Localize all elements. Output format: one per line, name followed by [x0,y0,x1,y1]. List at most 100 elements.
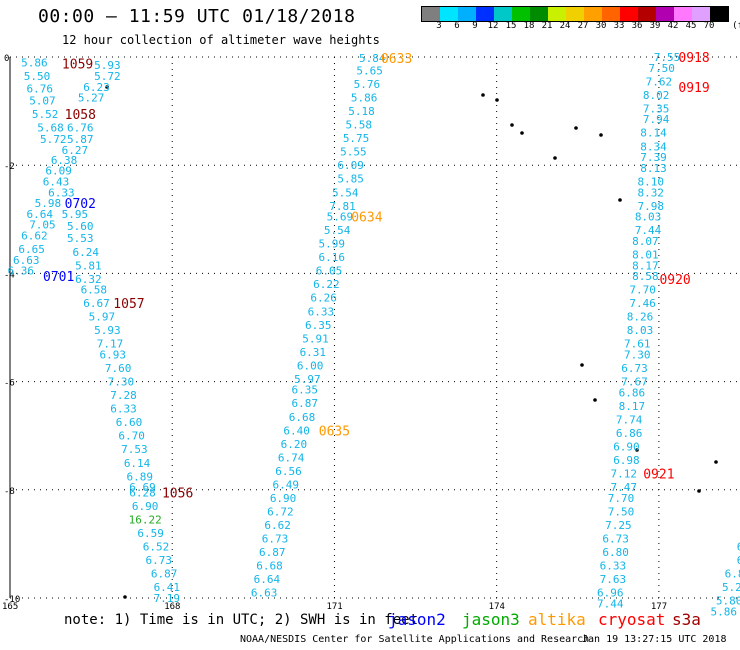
wave-height-value: 6.35 [291,384,318,397]
wave-height-value: 6.73 [621,362,648,375]
legend-swatch [512,7,530,21]
wave-height-value: 5.69 [327,211,354,224]
wave-height-value: 8.02 [643,89,670,102]
wave-height-value: 7.70 [629,284,656,297]
pass-time-label: 1057 [113,297,144,312]
wave-height-value: 5.75 [343,132,370,145]
wave-height-value: 6.76 [26,82,53,95]
island-marker [580,363,584,367]
wave-height-value: 5.72 [40,133,67,146]
wave-height-value: 8.17 [632,259,659,272]
wave-height-value: 6.36 [8,265,35,278]
wave-height-value: 7.53 [121,443,148,456]
island-marker [123,595,127,599]
legend-swatch [584,7,602,21]
wave-height-value: 7.61 [624,338,651,351]
wave-height-value: 5.50 [24,70,51,83]
wave-height-value: 6.86 [616,427,643,440]
wave-height-value: 6.98 [613,454,640,467]
legend-label: 42 [667,21,679,31]
pass-time-label: 0919 [678,81,709,96]
wave-height-value: 6.65 [18,243,45,256]
legend-swatch [692,7,710,21]
x-tick-label: 174 [489,602,505,612]
wave-height-value: 6.58 [81,284,108,297]
legend-swatch [476,7,494,21]
satellite-label-jason3: jason3 [462,610,520,629]
legend-label: 6 [454,21,460,31]
wave-height-value: 6.22 [313,278,340,291]
wave-height-value: 6.62 [264,519,291,532]
wave-height-value: 6.80 [602,546,629,559]
wave-height-value: 5.58 [346,119,373,132]
wave-height-value: 7.12 [610,468,637,481]
wave-height-value: 7.39 [640,151,667,164]
wave-height-value: 5.85 [337,173,364,186]
color-scale-legend [421,6,729,22]
wave-height-value: 6.09 [337,159,364,172]
island-marker [714,460,718,464]
island-marker [593,398,597,402]
wave-height-value: 5.52 [32,108,59,121]
legend-unit: (ft) [732,21,740,31]
x-tick-label: 165 [2,602,18,612]
wave-height-value: 7.44 [635,224,662,237]
wave-height-value: 7.25 [605,519,632,532]
wave-height-value: 8.26 [627,311,654,324]
wave-height-value: 6.64 [254,573,281,586]
pass-time-label: 0634 [351,211,382,226]
pass-time-label: 0635 [319,424,350,439]
wave-height-value: 6.09 [45,165,72,178]
wave-height-value: 6.33 [600,560,627,573]
wave-height-value: 5.07 [29,94,56,107]
y-tick-label: -4 [4,270,15,280]
legend-swatch [638,7,656,21]
wave-height-value: 6.33 [48,186,75,199]
wave-height-value: 5.53 [67,232,94,245]
wave-height-value: 6.73 [145,554,172,567]
island-marker [697,489,701,493]
island-marker [599,133,603,137]
chart-title: 00:00 – 11:59 UTC 01/18/2018 [38,6,356,27]
legend-label: 39 [649,21,661,31]
wave-height-value: 5.27 [78,92,105,105]
wave-height-value: 6 [737,554,740,567]
wave-height-value: 5.86 [351,92,378,105]
wave-height-value: 6.73 [602,532,629,545]
wave-height-value: 16.22 [129,514,162,527]
wave-height-value: 5.97 [89,311,116,324]
wave-height-value: 5.93 [94,324,121,337]
wave-height-value: 5.80 [716,595,740,608]
wave-height-value: 8.14 [640,127,667,140]
wave-height-value: 6.14 [124,457,151,470]
wave-height-value: 6.90 [613,441,640,454]
legend-label: 70 [703,21,715,31]
legend-label: 21 [541,21,553,31]
legend-swatch [530,7,548,21]
wave-height-value: 8.17 [619,400,646,413]
wave-height-value: 7.30 [108,376,135,389]
legend-swatch [710,7,728,21]
wave-height-value: 5.86 [21,56,48,69]
wave-height-value: 6.31 [300,346,327,359]
wave-height-value: 6.24 [72,246,99,259]
x-tick-label: 177 [651,602,667,612]
wave-height-value: 8.01 [632,248,659,261]
x-tick-label: 168 [164,602,180,612]
island-marker [510,123,514,127]
wave-height-value: 7.47 [610,481,637,494]
wave-height-value: 7.55 [654,51,681,64]
y-tick-label: -2 [4,162,15,172]
legend-label: 18 [523,21,535,31]
pass-time-label: 1056 [162,487,193,502]
pass-time-label: 1058 [65,108,96,123]
wave-height-value: 5.97 [294,373,321,386]
wave-height-value: 6.41 [154,581,181,594]
island-marker [495,98,499,102]
island-marker [618,198,622,202]
wave-height-value: 7.19 [154,592,181,605]
wave-height-value: 6.63 [251,587,278,600]
wave-height-value: 6 [737,541,740,554]
wave-height-value: 6.64 [26,208,53,221]
chart-subtitle: 12 hour collection of altimeter wave hei… [62,33,380,47]
